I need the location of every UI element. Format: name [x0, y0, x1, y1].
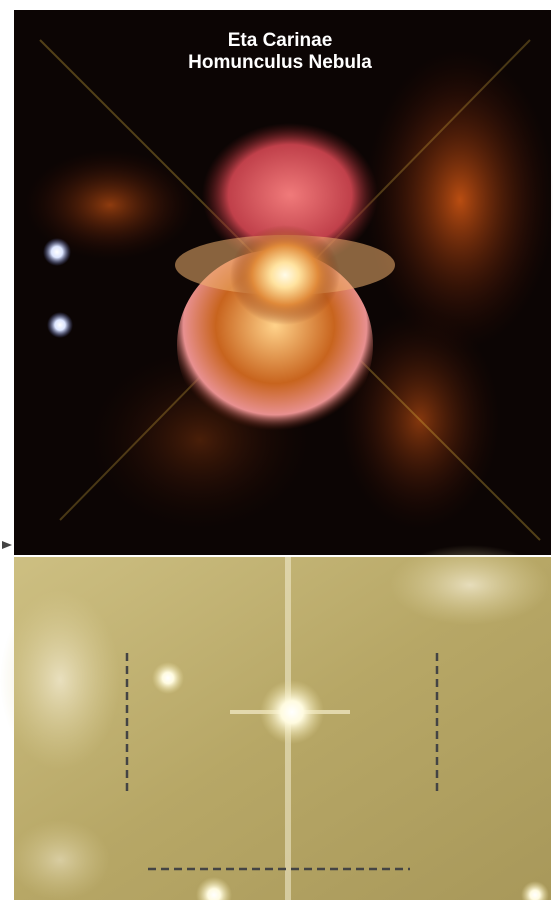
title-line: Homunculus Nebula	[188, 52, 372, 73]
nebula-image: Eta Carinae Homunculus Nebula	[14, 10, 553, 555]
zoom-image	[0, 545, 551, 900]
title-line: Eta Carinae	[228, 30, 333, 51]
arrow	[2, 541, 12, 549]
